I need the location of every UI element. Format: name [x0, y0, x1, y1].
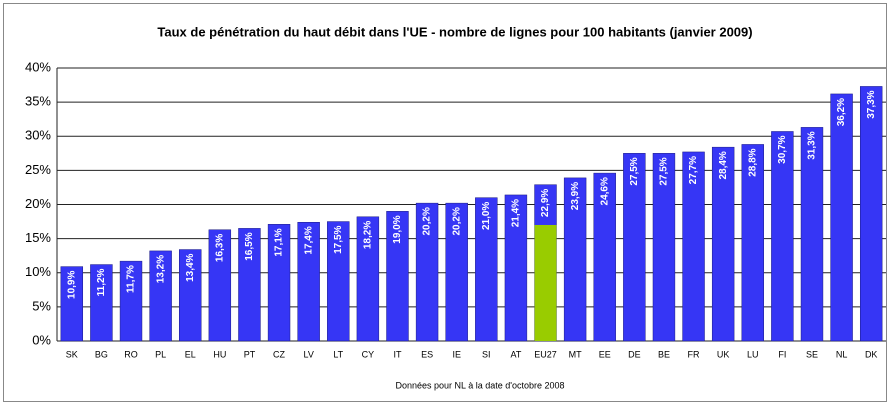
value-label: 37,3% [866, 90, 877, 118]
x-tick-label: BG [95, 349, 108, 359]
y-tick-label: 15% [25, 230, 51, 245]
value-label: 27,7% [688, 156, 699, 184]
bar [297, 221, 320, 342]
bar [475, 197, 498, 342]
highlight-bar [534, 224, 557, 341]
x-tick-label: UK [717, 349, 730, 359]
y-tick-label: 25% [25, 162, 51, 177]
value-label: 16,5% [244, 232, 255, 260]
value-label: 17,4% [303, 226, 314, 254]
bar [356, 216, 380, 342]
value-label: 22,9% [540, 189, 551, 217]
y-tick-label: 5% [32, 298, 51, 313]
x-tick-label: FI [778, 349, 786, 359]
x-tick-label: ES [421, 349, 433, 359]
x-tick-label: DE [628, 349, 641, 359]
value-label: 17,1% [274, 228, 285, 256]
x-tick-label: NL [836, 349, 848, 359]
bar [593, 172, 616, 342]
y-tick-label: 0% [32, 332, 51, 347]
x-tick-label: LU [747, 349, 759, 359]
bar [386, 211, 409, 342]
x-tick-label: CY [362, 349, 375, 359]
value-label: 17,5% [333, 225, 344, 253]
bar [741, 144, 764, 342]
bar [623, 153, 646, 342]
x-tick-label: RO [124, 349, 138, 359]
x-tick-label: AT [510, 349, 521, 359]
x-tick-label: BE [658, 349, 670, 359]
bar [652, 153, 676, 342]
x-tick-label: DK [865, 349, 878, 359]
y-tick-label: 10% [25, 264, 51, 279]
bar [60, 266, 84, 342]
bar [415, 202, 439, 342]
value-label: 28,4% [718, 151, 729, 179]
x-tick-label: LT [333, 349, 343, 359]
x-tick-label: LV [303, 349, 313, 359]
x-tick-label: IT [393, 349, 402, 359]
value-label: 16,3% [214, 234, 225, 262]
x-tick-label: CZ [273, 349, 285, 359]
bar [771, 131, 794, 342]
value-label: 20,2% [451, 207, 462, 235]
x-tick-label: PL [155, 349, 166, 359]
x-tick-label: IE [452, 349, 461, 359]
bar [267, 224, 291, 342]
value-label: 31,3% [807, 131, 818, 159]
y-tick-label: 35% [25, 94, 51, 109]
bar [149, 250, 172, 342]
bar [179, 249, 202, 342]
bar [711, 146, 735, 342]
x-tick-label: SK [66, 349, 78, 359]
bar [682, 151, 705, 342]
x-tick-label: EU27 [534, 349, 557, 359]
bar [208, 229, 232, 342]
value-label: 24,6% [599, 177, 610, 205]
value-label: 10,9% [66, 271, 77, 299]
x-tick-label: HU [213, 349, 226, 359]
chart-title: Taux de pénétration du haut débit dans l… [157, 24, 752, 39]
bar [563, 177, 587, 342]
value-label: 23,9% [570, 182, 581, 210]
value-label: 30,7% [777, 135, 788, 163]
value-label: 27,5% [629, 157, 640, 185]
x-tick-label: FR [688, 349, 700, 359]
value-label: 13,4% [185, 253, 196, 281]
bar [119, 260, 143, 342]
value-label: 21,4% [511, 199, 522, 227]
x-tick-label: SI [482, 349, 491, 359]
value-label: 11,7% [126, 265, 137, 293]
bar [830, 93, 853, 342]
bar [504, 194, 528, 342]
value-label: 19,0% [392, 215, 403, 243]
x-tick-label: EL [185, 349, 196, 359]
value-label: 13,2% [155, 255, 166, 283]
value-label: 36,2% [836, 98, 847, 126]
value-label: 18,2% [363, 221, 374, 249]
value-label: 20,2% [422, 207, 433, 235]
y-tick-label: 40% [25, 59, 51, 74]
x-tick-label: SE [806, 349, 818, 359]
x-tick-label: PT [244, 349, 256, 359]
x-tick-label: MT [569, 349, 582, 359]
value-label: 11,2% [96, 268, 107, 296]
bar [800, 127, 824, 342]
bar [445, 202, 468, 342]
bar [859, 86, 883, 342]
y-tick-label: 30% [25, 128, 51, 143]
value-label: 27,5% [659, 157, 670, 185]
x-tick-label: EE [599, 349, 611, 359]
bar [327, 221, 350, 342]
value-label: 28,8% [747, 148, 758, 176]
value-label: 21,0% [481, 202, 492, 230]
bar [238, 228, 261, 342]
y-tick-label: 20% [25, 196, 51, 211]
bar [90, 264, 113, 342]
footnote: Données pour NL à la date d'octobre 2008 [395, 380, 564, 390]
